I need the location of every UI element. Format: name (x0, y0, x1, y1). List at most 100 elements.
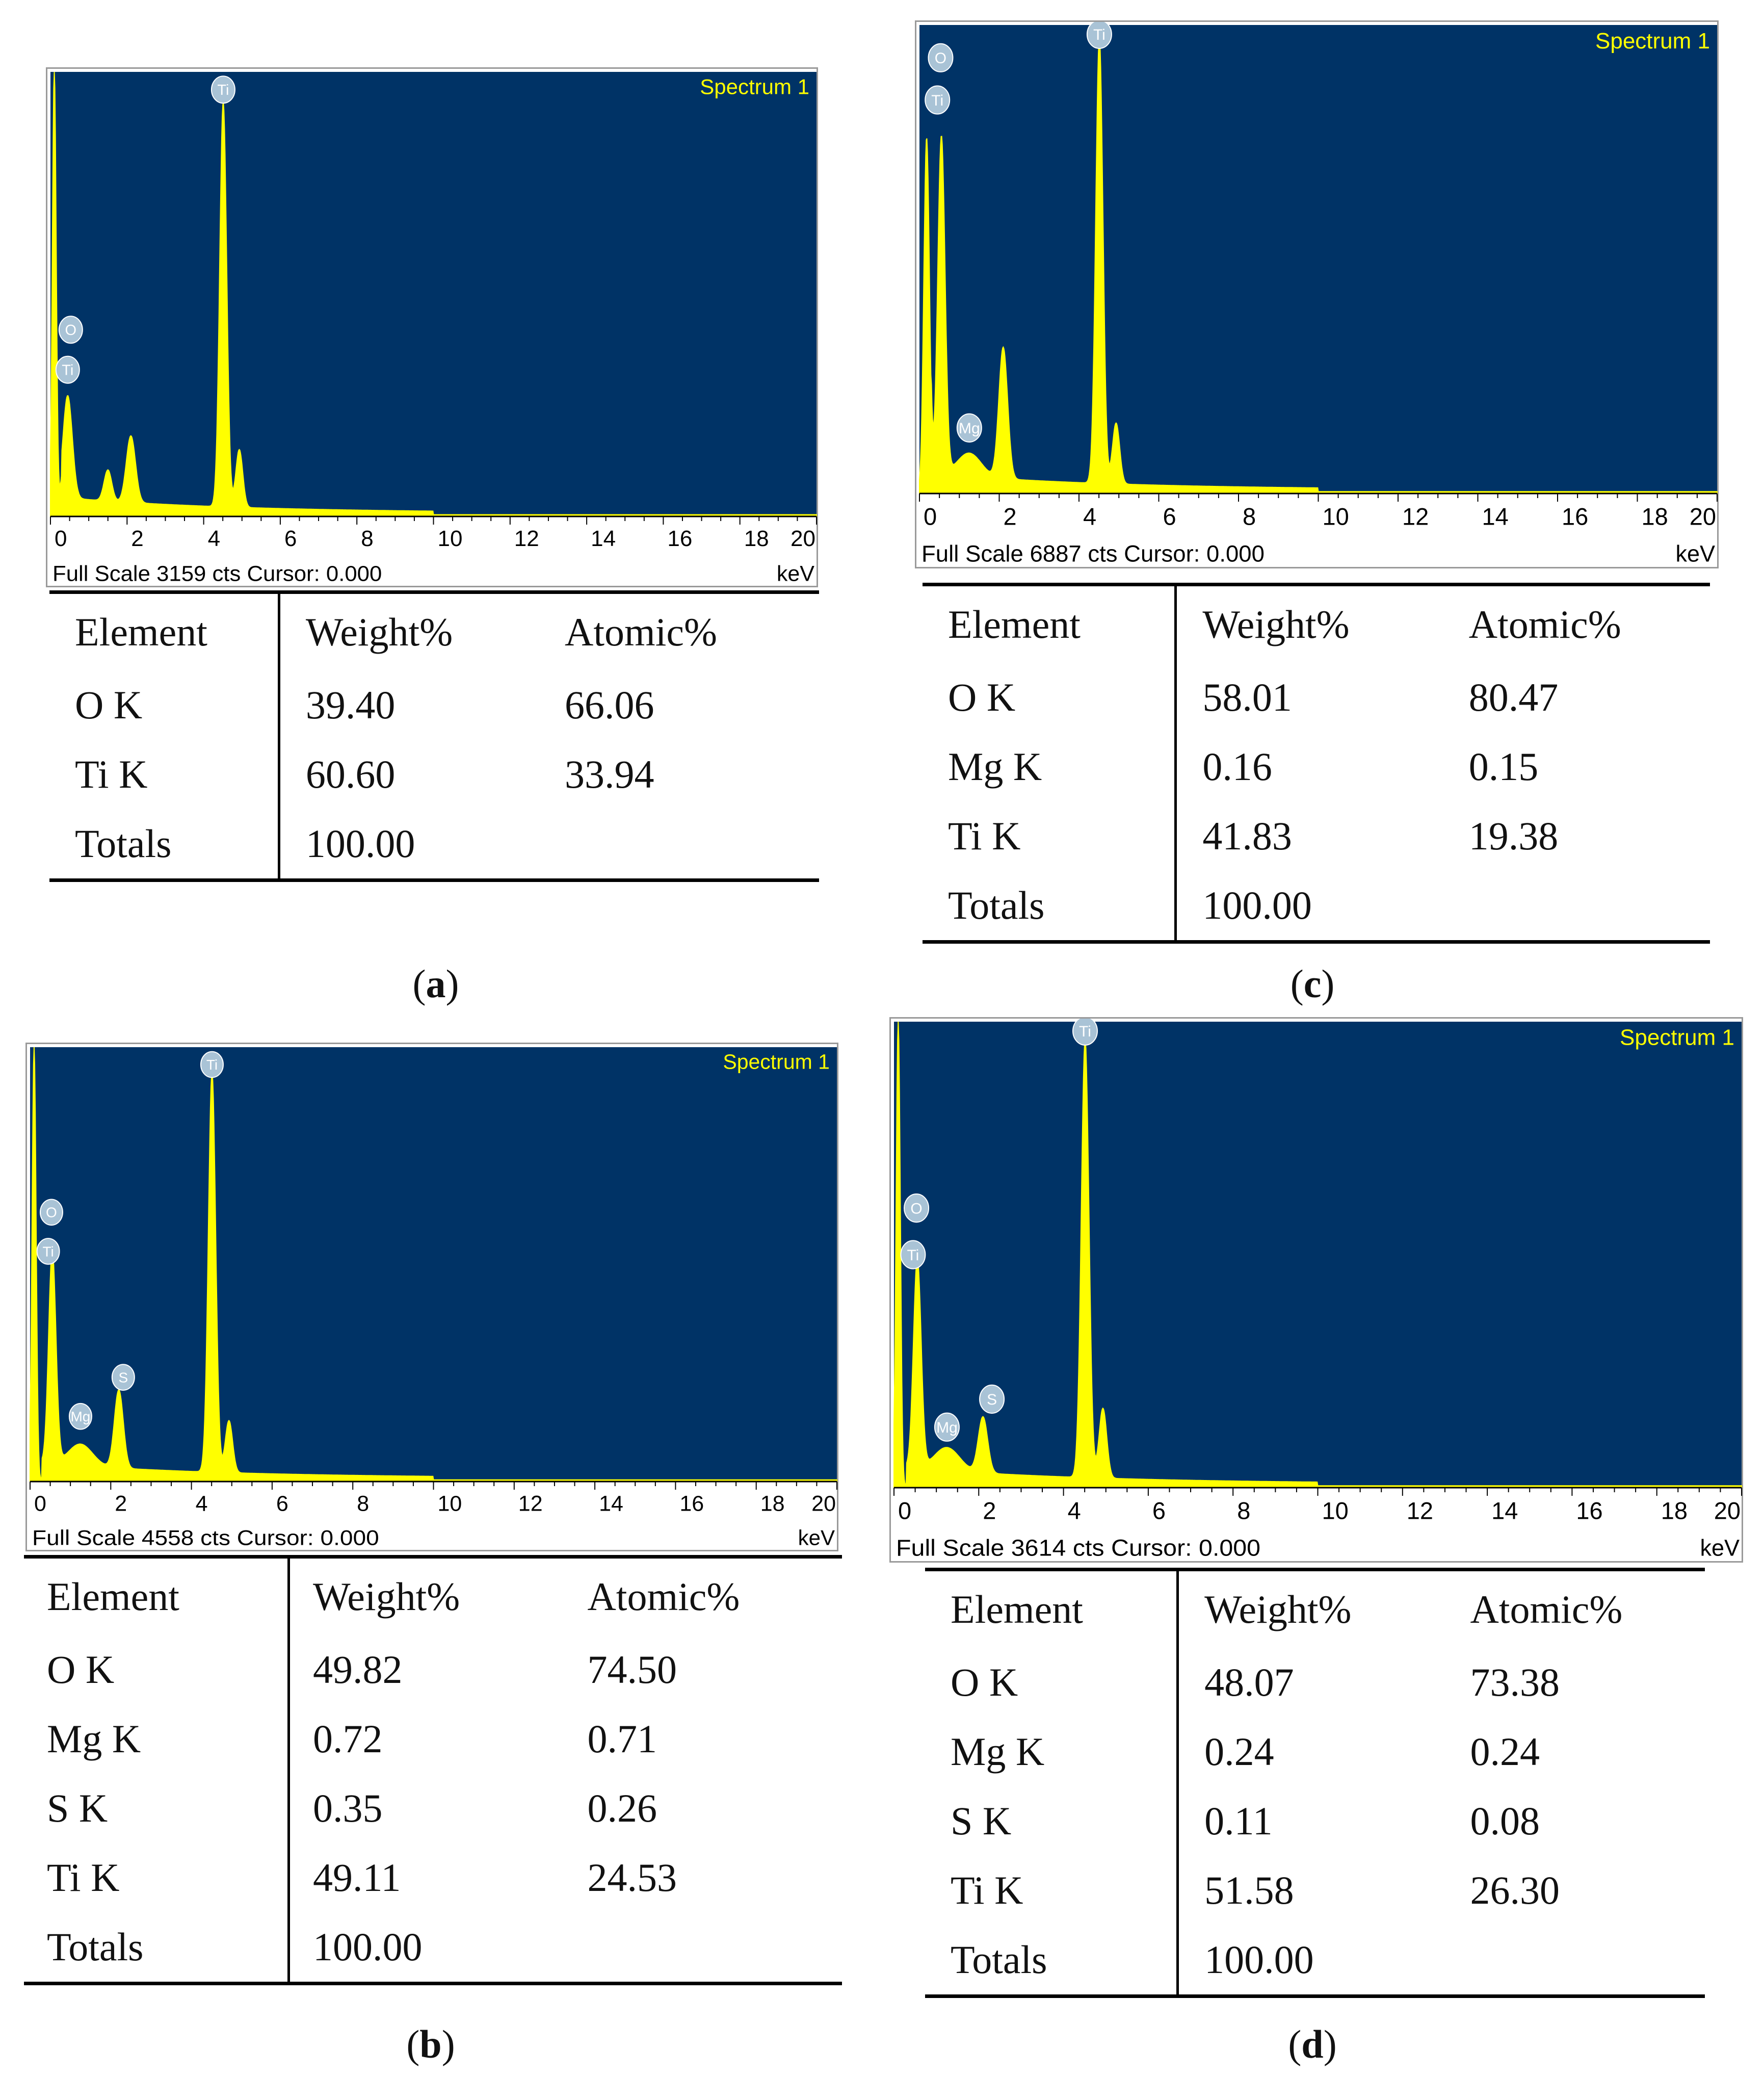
table-cell: 0.72 (312, 1717, 383, 1761)
x-tick-label: 10 (1322, 1497, 1349, 1524)
element-table-c: Element Weight% Atomic% O K 58.01 80.47 Mg K 0.… (923, 583, 1710, 944)
unit-label: keV (798, 1526, 835, 1550)
caption-a: (a) (412, 962, 459, 1006)
x-tick-label: 12 (518, 1491, 543, 1516)
svg-text:Ti: Ti (907, 1247, 919, 1264)
spectrum-curve (30, 1047, 837, 1482)
peak-label-o: O (904, 1193, 930, 1223)
peak-label-o: O (928, 43, 954, 72)
x-tick-label: 10 (1323, 503, 1349, 530)
table-cell (539, 809, 819, 882)
table-cell: 19.38 (1468, 814, 1559, 858)
spectrum-plot-d: O Ti Mg S Ti Spectrum 1 0 2 4 6 8 10 12 14 16 18 20 Full … (889, 1017, 1743, 1563)
x-tick-label: 2 (983, 1497, 996, 1524)
svg-text:O: O (46, 1205, 57, 1221)
peak-label-mg: Mg (68, 1403, 92, 1430)
svg-text:Ti: Ti (1093, 27, 1105, 43)
table-cell: 0.71 (587, 1717, 657, 1761)
spectrum-curve (50, 71, 817, 517)
table-row: Ti K 51.58 26.30 (925, 1856, 1705, 1925)
table-cell: Ti K (923, 801, 1177, 871)
x-tick-label: 12 (1402, 503, 1429, 530)
caption-d: (d) (1288, 2022, 1337, 2066)
x-tick-label: 16 (1562, 503, 1588, 530)
table-row: Totals 100.00 (24, 1912, 842, 1985)
table-cell: 0.24 (1204, 1729, 1274, 1774)
peak-label-s: S (979, 1384, 1005, 1414)
x-tick-label: 18 (1642, 503, 1668, 530)
table-cell: 100.00 (288, 1912, 565, 1985)
x-tick-label: 6 (1152, 1497, 1166, 1524)
x-tick-label: 8 (357, 1491, 369, 1516)
table-cell: O K (24, 1635, 290, 1704)
table-cell: 33.94 (565, 752, 654, 796)
peak-label-ti: Ti (900, 1240, 926, 1269)
table-row: Mg K 0.24 0.24 (925, 1717, 1705, 1786)
spectrum-svg: O Ti Mg Ti Spectrum 1 0 2 4 6 8 10 12 14 16 18 20 Full S… (919, 22, 1718, 567)
x-tick-label: 20 (1714, 1497, 1741, 1524)
spectrum-curve (919, 38, 1718, 494)
x-tick-label: 14 (591, 526, 616, 551)
table-cell: S K (24, 1774, 290, 1843)
table-header-cell: Element (24, 1555, 290, 1635)
table-row: Ti K 41.83 19.38 (923, 801, 1710, 871)
table-cell: 100.00 (279, 809, 540, 882)
table-header-cell: Atomic% (1443, 583, 1710, 663)
peak-label-mg: Mg (956, 413, 982, 443)
unit-label: keV (1700, 1535, 1740, 1561)
svg-text:O: O (910, 1200, 922, 1217)
table-cell: Totals (24, 1912, 290, 1985)
table-header-cell: Weight% (1177, 1568, 1445, 1648)
svg-text:S: S (118, 1369, 128, 1385)
svg-text:Mg: Mg (959, 420, 980, 437)
caption-c: (c) (1290, 962, 1335, 1006)
table-header-cell: Weight% (279, 590, 540, 670)
x-tick-label: 12 (1407, 1497, 1433, 1524)
peak-label-ti: Ti (55, 355, 80, 384)
svg-text:Ti: Ti (1079, 1023, 1091, 1040)
peak-label-ti: Ti (1086, 22, 1112, 49)
table-cell: 66.06 (565, 683, 654, 727)
x-tick-label: 12 (514, 526, 539, 551)
table-cell: 24.53 (587, 1855, 677, 1900)
plot-background (894, 1022, 1742, 1488)
plot-background (30, 1047, 837, 1482)
table-cell: Mg K (24, 1704, 290, 1774)
table-cell: Mg K (923, 732, 1177, 801)
element-table-d: Element Weight% Atomic% O K 48.07 73.38 Mg K 0.… (925, 1568, 1705, 1998)
table-row: Ti K 60.60 33.94 (49, 740, 819, 809)
spectrum-curve (893, 1021, 1742, 1488)
table-row: Mg K 0.16 0.15 (923, 732, 1710, 801)
table-row: Totals 100.00 (923, 871, 1710, 944)
svg-text:S: S (987, 1391, 997, 1408)
spectrum-title: Spectrum 1 (1595, 29, 1710, 54)
spectrum-plot-b: O Ti Mg S Ti Spectrum 1 0 2 4 6 8 10 12 14 16 18 20 Full … (25, 1043, 838, 1551)
table-cell: 51.58 (1204, 1868, 1294, 1912)
x-tick-label: 2 (1004, 503, 1017, 530)
x-tick-label: 10 (438, 526, 463, 551)
x-tick-label: 4 (196, 1491, 208, 1516)
table-header-cell: Weight% (1175, 583, 1443, 663)
x-tick-label: 2 (131, 526, 143, 551)
table-cell: 100.00 (1177, 1925, 1445, 1998)
x-tick-label: 0 (34, 1491, 46, 1516)
plot-background (919, 25, 1717, 494)
peak-label-s: S (111, 1364, 135, 1391)
footer-readout: Full Scale 3614 cts Cursor: 0.000 (896, 1535, 1260, 1561)
spectrum-title: Spectrum 1 (1620, 1025, 1734, 1050)
table-cell: Mg K (925, 1717, 1179, 1786)
table-cell: 0.15 (1468, 744, 1539, 789)
table-cell: 0.26 (587, 1786, 657, 1830)
table-row: Totals 100.00 (925, 1925, 1705, 1998)
table-row: Totals 100.00 (49, 809, 819, 882)
table-header-cell: Element (925, 1568, 1179, 1648)
table-row: S K 0.35 0.26 (24, 1774, 842, 1843)
table-header-cell: Weight% (288, 1555, 565, 1635)
table-cell: 80.47 (1468, 675, 1559, 719)
table-row: S K 0.11 0.08 (925, 1786, 1705, 1856)
svg-text:Ti: Ti (217, 82, 229, 98)
peak-label-o: O (39, 1199, 63, 1226)
element-table-a: Element Weight% Atomic% O K 39.40 66.06 Ti K 60… (49, 590, 819, 882)
x-tick-label: 16 (679, 1491, 704, 1516)
svg-text:Ti: Ti (206, 1057, 218, 1073)
